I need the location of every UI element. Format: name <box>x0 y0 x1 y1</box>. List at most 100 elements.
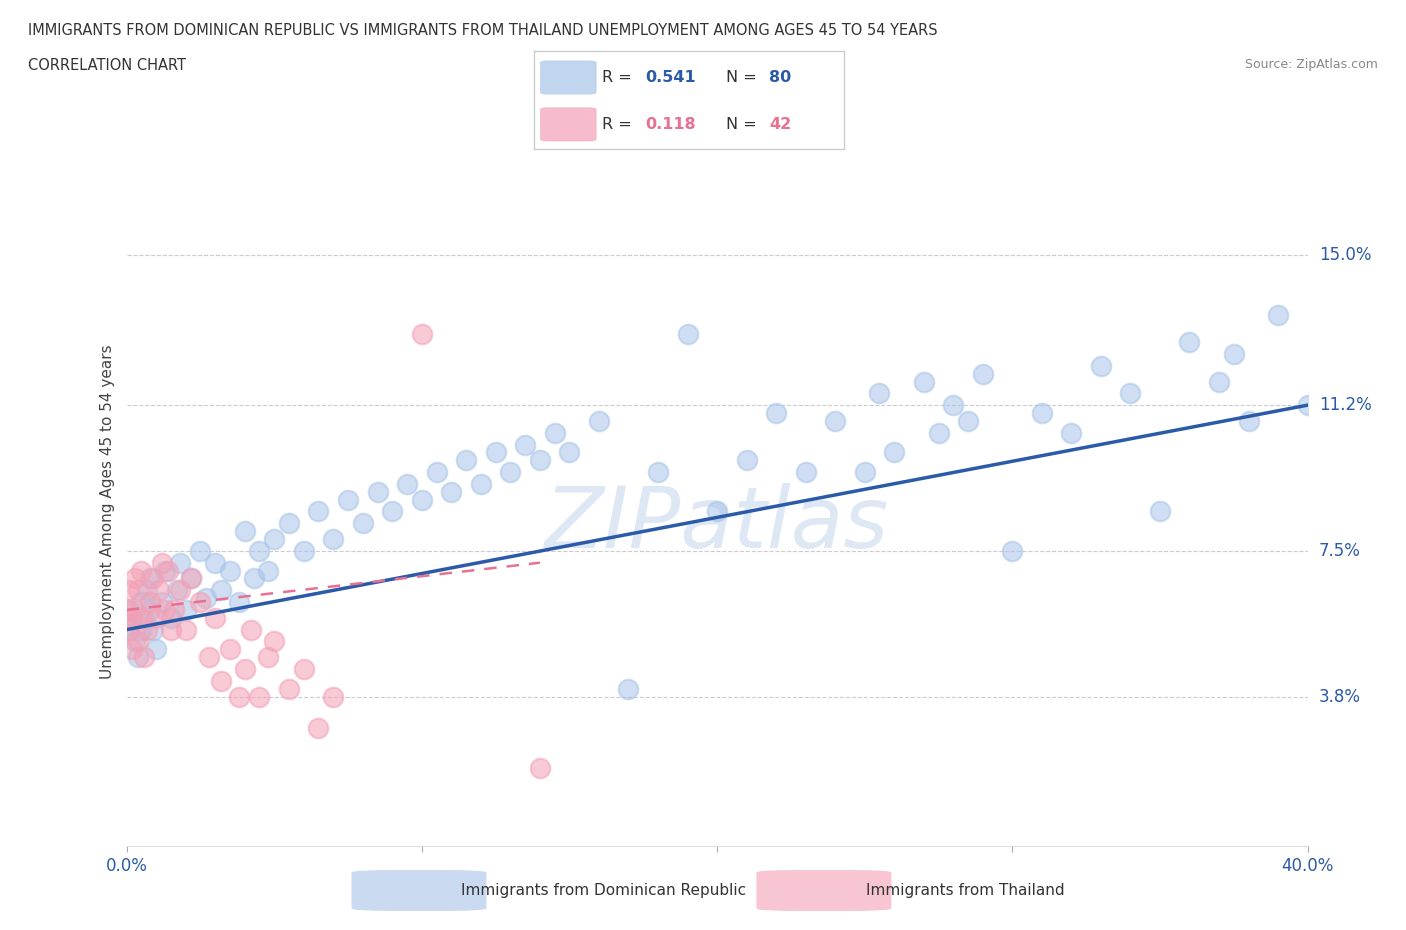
Point <box>529 760 551 775</box>
Point <box>247 543 270 558</box>
Point <box>188 543 211 558</box>
Point <box>1178 335 1201 350</box>
Point <box>470 476 492 491</box>
Point <box>278 516 301 531</box>
Text: Source: ZipAtlas.com: Source: ZipAtlas.com <box>1244 58 1378 71</box>
Point <box>188 594 211 609</box>
Point <box>647 465 669 480</box>
Point <box>1149 504 1171 519</box>
Point <box>1090 358 1112 373</box>
Point <box>163 603 186 618</box>
Point <box>352 516 374 531</box>
Point <box>706 504 728 519</box>
Point <box>440 485 463 499</box>
Point <box>257 650 280 665</box>
Text: 0.541: 0.541 <box>645 70 696 85</box>
Point <box>129 594 153 609</box>
Point <box>425 465 447 480</box>
Point <box>942 398 965 413</box>
Point <box>1296 398 1319 413</box>
Text: N =: N = <box>725 70 762 85</box>
Point <box>322 532 344 547</box>
Point <box>454 453 477 468</box>
Point <box>1119 386 1142 401</box>
Point <box>1222 347 1246 362</box>
Point <box>381 504 404 519</box>
Point <box>242 571 264 586</box>
Point <box>139 571 162 586</box>
Point <box>588 414 610 429</box>
FancyBboxPatch shape <box>352 870 486 911</box>
Point <box>794 465 817 480</box>
Point <box>869 386 891 401</box>
Point <box>180 571 202 586</box>
Point <box>735 453 758 468</box>
Point <box>121 610 143 625</box>
Point <box>124 571 146 586</box>
Point <box>156 564 179 578</box>
Point <box>118 603 141 618</box>
Point <box>1237 414 1260 429</box>
Point <box>292 661 315 676</box>
Point <box>209 673 232 688</box>
Point <box>127 650 149 665</box>
FancyBboxPatch shape <box>540 61 596 94</box>
Text: 11.2%: 11.2% <box>1319 396 1371 414</box>
Point <box>169 583 191 598</box>
Text: 3.8%: 3.8% <box>1319 687 1361 706</box>
Point <box>219 564 242 578</box>
Point <box>174 603 197 618</box>
Point <box>166 583 188 598</box>
Text: R =: R = <box>602 117 637 132</box>
Point <box>159 610 183 625</box>
FancyBboxPatch shape <box>540 108 596 141</box>
Point <box>676 326 699 341</box>
Point <box>127 583 149 598</box>
Point <box>142 622 165 637</box>
Point <box>129 564 153 578</box>
Point <box>180 571 202 586</box>
Point <box>558 445 581 459</box>
Point <box>148 583 170 598</box>
Point <box>1031 405 1053 420</box>
Point <box>529 453 551 468</box>
Point <box>153 603 176 618</box>
Text: Immigrants from Dominican Republic: Immigrants from Dominican Republic <box>461 883 747 898</box>
Point <box>134 610 156 625</box>
Point <box>263 634 285 649</box>
Point <box>515 437 537 452</box>
Point <box>1267 307 1289 322</box>
Point <box>124 603 146 618</box>
Text: N =: N = <box>725 117 762 132</box>
Point <box>169 555 191 570</box>
Point <box>543 425 565 440</box>
Point <box>263 532 285 547</box>
Text: 0.118: 0.118 <box>645 117 696 132</box>
Point <box>228 689 250 704</box>
Point <box>198 650 221 665</box>
Point <box>204 610 226 625</box>
Y-axis label: Unemployment Among Ages 45 to 54 years: Unemployment Among Ages 45 to 54 years <box>100 344 115 679</box>
Point <box>307 721 329 736</box>
Text: ZIPatlas: ZIPatlas <box>546 484 889 566</box>
Point <box>765 405 787 420</box>
Point <box>145 642 167 657</box>
Point <box>337 492 360 507</box>
Point <box>1208 374 1230 389</box>
Point <box>278 682 301 697</box>
Text: R =: R = <box>602 70 637 85</box>
Text: Immigrants from Thailand: Immigrants from Thailand <box>866 883 1064 898</box>
FancyBboxPatch shape <box>756 870 891 911</box>
Point <box>139 603 162 618</box>
Point <box>1060 425 1083 440</box>
Point <box>292 543 315 558</box>
Point <box>484 445 508 459</box>
Point <box>228 594 250 609</box>
Point <box>118 622 141 637</box>
Point <box>118 622 141 637</box>
Point <box>145 610 167 625</box>
Point <box>972 366 994 381</box>
Point <box>928 425 950 440</box>
Point <box>366 485 388 499</box>
Point <box>124 634 146 649</box>
